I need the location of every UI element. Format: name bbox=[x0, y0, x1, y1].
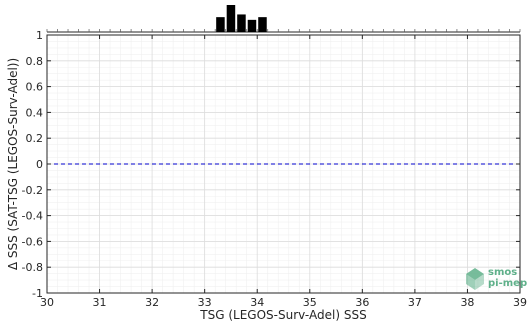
logo-cube-icon bbox=[466, 268, 484, 290]
logo-cube-right bbox=[475, 274, 484, 290]
histogram-bar bbox=[216, 17, 225, 32]
histogram-bar bbox=[247, 19, 257, 32]
y-tick-label: 0.8 bbox=[26, 55, 44, 68]
x-tick-label: 37 bbox=[408, 296, 422, 309]
x-tick-label: 33 bbox=[198, 296, 212, 309]
y-tick-label: 0.4 bbox=[26, 106, 44, 119]
histogram-bar bbox=[226, 5, 236, 32]
smos-pimep-logo: smos pi-mep bbox=[466, 267, 527, 290]
histogram-bar bbox=[258, 17, 267, 32]
y-tick-label: -0.6 bbox=[22, 235, 43, 248]
y-tick-label: -1 bbox=[32, 287, 43, 300]
y-tick-label: -0.8 bbox=[22, 261, 43, 274]
x-tick-label: 38 bbox=[460, 296, 474, 309]
logo-text-pimep: pi-mep bbox=[488, 278, 527, 289]
x-tick-label: 34 bbox=[250, 296, 264, 309]
logo-text-smos: smos bbox=[488, 267, 517, 278]
x-tick-label: 32 bbox=[145, 296, 159, 309]
y-tick-label: -0.2 bbox=[22, 184, 43, 197]
y-tick-label: 0.2 bbox=[26, 132, 44, 145]
y-axis-label: Δ SSS (SAT-TSG (LEGOS-Surv-Adel)) bbox=[6, 58, 20, 270]
x-tick-label: 31 bbox=[93, 296, 107, 309]
y-tick-label: 0 bbox=[36, 158, 43, 171]
y-tick-label: -0.4 bbox=[22, 210, 43, 223]
y-tick-label: 0.6 bbox=[26, 81, 44, 94]
x-axis-label: TSG (LEGOS-Surv-Adel) SSS bbox=[199, 308, 366, 322]
x-tick-label: 35 bbox=[303, 296, 317, 309]
x-tick-label: 36 bbox=[355, 296, 369, 309]
y-tick-label: 1 bbox=[36, 29, 43, 42]
x-tick-label: 39 bbox=[513, 296, 527, 309]
logo-cube-left bbox=[466, 274, 475, 290]
histogram-bar bbox=[237, 14, 246, 32]
x-tick-label: 30 bbox=[40, 296, 54, 309]
histogram-panel bbox=[46, 5, 521, 33]
axis-ticks: 30 31 32 33 34 35 36 37 38 39 1 0.8 0.6 0.4 0.2 0 -0.2 -0… bbox=[22, 29, 527, 309]
